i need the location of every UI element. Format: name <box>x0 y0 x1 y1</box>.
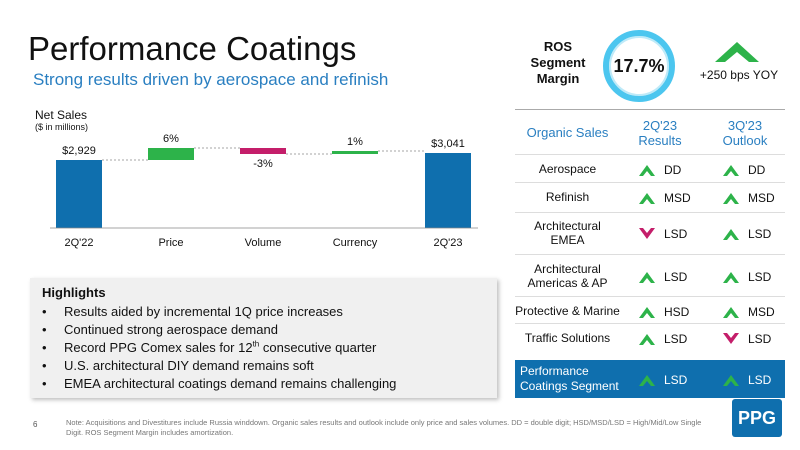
waterfall-bar <box>148 148 194 160</box>
up-arrow-icon <box>723 164 739 176</box>
table-cell: MSD <box>722 304 800 319</box>
table-row-label: Aerospace <box>538 162 597 176</box>
waterfall-data-label: 6% <box>163 133 179 145</box>
row-divider <box>515 323 785 324</box>
results-header: 2Q'23 Results <box>638 118 682 148</box>
table-cell: MSD <box>638 190 718 205</box>
waterfall-category-label: Price <box>158 237 183 249</box>
row-divider <box>515 154 785 155</box>
highlight-item: • Record PPG Comex sales for 12th consecu… <box>42 339 377 355</box>
table-cell: LSD <box>638 372 718 387</box>
down-arrow-icon <box>639 227 655 239</box>
table-cell: LSD <box>638 269 718 284</box>
table-row-label: Protective & Marine <box>515 304 620 318</box>
page-number: 6 <box>33 420 38 429</box>
net-sales-sublabel: ($ in millions) <box>35 122 89 132</box>
table-row-label: Architectural Americas & AP <box>527 262 608 290</box>
table-row-label: Refinish <box>545 190 590 204</box>
up-arrow-icon <box>639 164 655 176</box>
waterfall-data-label: $2,929 <box>62 145 96 157</box>
highlight-item: • Continued strong aerospace demand <box>42 322 278 337</box>
table-cell: LSD <box>722 269 800 284</box>
table-row-label: Architectural EMEA <box>534 219 601 247</box>
segment-label: Performance Coatings Segment <box>520 364 619 393</box>
down-arrow-icon <box>723 332 739 344</box>
highlights-list: • Results aided by incremental 1Q price i… <box>42 303 396 393</box>
ros-circle <box>603 30 675 102</box>
waterfall-bar <box>332 151 378 154</box>
highlights-title: Highlights <box>42 285 106 300</box>
organic-sales-header: Organic Sales <box>526 125 609 140</box>
highlight-item: • Results aided by incremental 1Q price i… <box>42 304 343 319</box>
row-divider <box>515 296 785 297</box>
waterfall-category-label: Volume <box>245 237 282 249</box>
table-cell: DD <box>722 162 800 177</box>
footnote: Note: Acquisitions and Divestitures incl… <box>66 418 702 437</box>
waterfall-data-label: $3,041 <box>431 138 465 150</box>
waterfall-bar <box>56 160 102 228</box>
row-divider <box>515 254 785 255</box>
up-arrow-icon <box>639 306 655 318</box>
net-sales-waterfall-chart: $2,929 2Q'22 6% Price -3% Volume 1% Currency $3,… <box>50 133 478 249</box>
up-arrow-icon <box>723 228 739 240</box>
ppg-logo: PPG <box>732 399 782 437</box>
table-row-label: Traffic Solutions <box>524 331 611 345</box>
waterfall-category-label: 2Q'23 <box>433 237 462 249</box>
highlight-item: • EMEA architectural coatings demand rema… <box>42 376 397 391</box>
page-title: Performance Coatings <box>28 30 357 67</box>
waterfall-bar <box>425 153 471 228</box>
up-arrow-icon <box>639 192 655 204</box>
ros-value: 17.7% <box>613 55 665 76</box>
up-arrow-icon <box>639 333 655 345</box>
table-cell: DD <box>638 162 718 177</box>
waterfall-bar <box>240 148 286 154</box>
highlight-item: • U.S. architectural DIY demand remains s… <box>42 358 314 373</box>
ros-label: ROS Segment Margin <box>518 39 598 87</box>
waterfall-category-label: 2Q'22 <box>64 237 93 249</box>
highlights-box <box>30 278 497 398</box>
waterfall-data-label: 1% <box>347 136 363 148</box>
outlook-header: 3Q'23 Outlook <box>722 118 768 148</box>
table-cell: HSD <box>638 304 718 319</box>
net-sales-label: Net Sales <box>35 108 88 122</box>
up-arrow-icon <box>723 192 739 204</box>
ros-label-line: Margin <box>536 71 580 86</box>
waterfall-category-label: Currency <box>333 237 378 249</box>
table-cell: LSD <box>722 331 800 346</box>
ros-label-line: Segment <box>530 55 586 70</box>
row-divider <box>515 212 785 213</box>
up-arrow-icon <box>723 271 739 283</box>
ros-label-line: ROS <box>543 39 573 54</box>
waterfall-data-label: -3% <box>253 158 273 170</box>
up-arrow-icon <box>715 42 759 62</box>
up-arrow-icon <box>639 374 655 386</box>
up-arrow-icon <box>639 271 655 283</box>
table-cell: LSD <box>638 226 718 241</box>
ros-yoy: +250 bps YOY <box>699 68 779 82</box>
up-arrow-icon <box>723 374 739 386</box>
page-subtitle: Strong results driven by aerospace and r… <box>33 70 389 89</box>
table-cell: LSD <box>638 331 718 346</box>
table-top-rule <box>515 109 785 110</box>
table-cell: LSD <box>722 372 800 387</box>
row-divider <box>515 182 785 183</box>
table-cell: MSD <box>722 190 800 205</box>
table-cell: LSD <box>722 226 800 241</box>
up-arrow-icon <box>723 306 739 318</box>
